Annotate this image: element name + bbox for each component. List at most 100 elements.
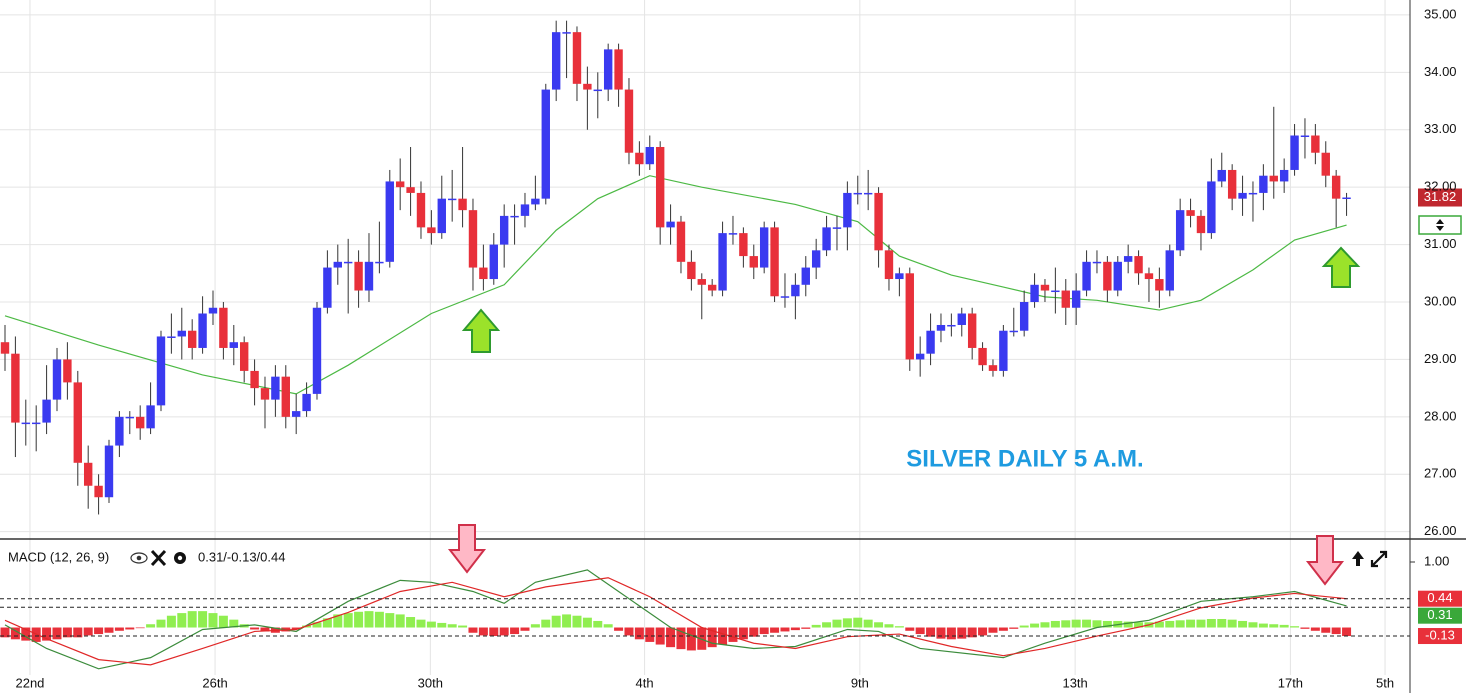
candle-body [583, 83, 592, 90]
histogram-bar [541, 619, 551, 628]
x-tick-label: 5th [1376, 675, 1394, 690]
candle-body [1259, 175, 1268, 193]
histogram-bar [1290, 626, 1300, 628]
histogram-bar [1030, 623, 1040, 628]
histogram-bar [146, 624, 156, 628]
candle-body [104, 445, 114, 498]
indicator-title: MACD (12, 26, 9) [8, 549, 109, 564]
y-tick-label: 29.00 [1424, 351, 1457, 366]
histogram-bar [978, 627, 988, 636]
histogram-bar [187, 611, 197, 628]
histogram-bar [884, 624, 894, 628]
candle-body [115, 416, 124, 446]
tag-toggle[interactable] [1418, 215, 1462, 235]
candle-body [229, 342, 238, 348]
candle-body [1009, 330, 1018, 333]
candle-body [728, 233, 738, 235]
x-tick-label: 9th [851, 675, 869, 690]
histogram-bar [728, 627, 738, 642]
candle-body [635, 152, 644, 165]
candle-body [655, 146, 665, 228]
candle-body [489, 244, 498, 280]
histogram-bar [894, 626, 904, 628]
candle-body [291, 411, 301, 417]
histogram-bar [1310, 627, 1320, 631]
histogram-bar [1102, 620, 1112, 628]
candle-body [1103, 261, 1112, 291]
expand-icon[interactable] [1370, 550, 1388, 568]
value-tag-label: -0.13 [1425, 627, 1455, 642]
histogram-bar [364, 611, 374, 628]
candle-body [1207, 181, 1216, 234]
candle-body [437, 198, 446, 234]
histogram-bar [447, 624, 457, 628]
histogram-bar [42, 627, 52, 641]
histogram-bar [385, 613, 395, 628]
histogram-bar [489, 627, 499, 637]
candle-body [312, 307, 322, 394]
histogram-bar [749, 627, 759, 637]
histogram-bar [780, 627, 790, 632]
move-up-icon[interactable] [1352, 551, 1364, 566]
candle-body [739, 233, 748, 257]
histogram-bar [738, 627, 748, 640]
histogram-bar [1321, 627, 1331, 633]
candle-body [1071, 290, 1081, 308]
histogram-bar [562, 614, 572, 628]
histogram-bar [343, 613, 353, 628]
histogram-bar [915, 627, 925, 635]
candle-body [354, 261, 363, 291]
moving-average [4, 175, 1347, 395]
x-tick-label: 22nd [15, 675, 44, 690]
histogram-bar [1269, 624, 1279, 628]
eye-icon[interactable] [130, 552, 148, 564]
histogram-bar [125, 627, 135, 630]
value-tag-box [1418, 628, 1462, 645]
histogram-bar [676, 627, 686, 650]
histogram-bar [863, 619, 873, 628]
close-icon[interactable] [150, 549, 167, 567]
y-tick-label: 28.00 [1424, 408, 1457, 423]
histogram-bar [790, 627, 800, 631]
candle-body [770, 227, 779, 297]
candle-body [83, 462, 93, 486]
histogram-bar [811, 624, 821, 628]
candle-body [874, 192, 883, 251]
candle-body [281, 376, 290, 417]
histogram-bar [333, 614, 343, 628]
histogram-bar [416, 619, 426, 628]
candle-body [406, 187, 415, 193]
histogram-bar [156, 619, 166, 628]
histogram-bar [83, 627, 93, 636]
candle-body [1144, 273, 1154, 280]
candle-body [395, 181, 405, 188]
candle-body [936, 324, 946, 331]
histogram-bar [104, 627, 114, 633]
candle-body [1311, 135, 1320, 153]
histogram-bar [905, 627, 915, 631]
histogram-bar [530, 624, 540, 628]
settings-icon[interactable] [174, 552, 186, 564]
histogram-bar [582, 617, 592, 628]
histogram-bar [946, 627, 956, 640]
histogram-bar [1217, 618, 1227, 628]
y-tick-label: 31.00 [1424, 236, 1457, 251]
candle-body [1321, 152, 1330, 176]
candle-body [905, 273, 914, 360]
candle-body [73, 382, 82, 463]
candle-body [1217, 169, 1226, 182]
value-tag-box [1418, 590, 1462, 607]
histogram-bar [73, 627, 83, 638]
histogram-bar [374, 611, 384, 628]
candle-body [1331, 175, 1341, 199]
buy-arrow [461, 308, 501, 353]
candle-body [1082, 261, 1091, 291]
candle-body [791, 284, 800, 297]
candle-body [614, 49, 623, 90]
histogram-bar [312, 622, 322, 628]
candle-body [718, 233, 727, 291]
histogram-bar [1019, 625, 1029, 628]
y-tick-label: 26.00 [1424, 523, 1457, 538]
candle-body [562, 32, 571, 34]
